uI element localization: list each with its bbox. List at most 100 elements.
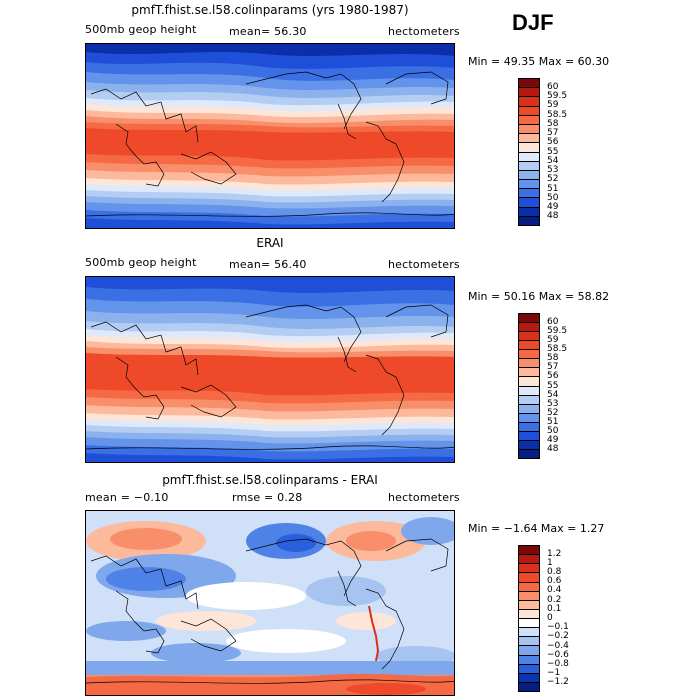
colorbar-swatch xyxy=(519,198,539,208)
panel-1-map xyxy=(85,43,455,229)
panel-3-mean-label: mean = −0.10 xyxy=(85,491,169,504)
colorbar-swatch xyxy=(519,564,539,574)
colorbar-swatch xyxy=(519,431,539,441)
colorbar-swatch xyxy=(519,180,539,190)
colorbar-level-label: 0.8 xyxy=(547,567,562,578)
panel-1-units-label: hectometers xyxy=(388,25,460,38)
colorbar-swatch xyxy=(519,449,539,458)
colorbar-swatch xyxy=(519,555,539,565)
colorbar-level-label: 51 xyxy=(547,417,559,427)
colorbar-level-label: 48 xyxy=(547,211,559,222)
panel-2-map xyxy=(85,276,455,463)
colorbar-swatch xyxy=(519,161,539,171)
colorbar-swatch xyxy=(519,106,539,116)
colorbar-level-label: 1 xyxy=(547,557,553,568)
panel-2-variable-label: 500mb geop height xyxy=(85,256,197,269)
panel-2-units-label: hectometers xyxy=(388,258,460,271)
panel-1-coastlines xyxy=(86,71,454,217)
colorbar-level-label: 58 xyxy=(547,353,559,364)
colorbar-swatch xyxy=(519,628,539,638)
colorbar-swatch xyxy=(519,619,539,629)
season-label: DJF xyxy=(512,10,554,35)
colorbar-swatch xyxy=(519,314,539,324)
panel-1-minmax: Min = 49.35 Max = 60.30 xyxy=(468,55,610,68)
colorbar-swatch xyxy=(519,115,539,125)
colorbar-level-label: 55 xyxy=(547,380,559,391)
colorbar-level-label: 51 xyxy=(547,183,559,194)
panel-3-title: pmfT.fhist.se.l58.colinparams - ERAI xyxy=(162,473,378,487)
panel-3-map xyxy=(85,510,455,696)
colorbar-swatch xyxy=(519,170,539,181)
panel-1-colorbar xyxy=(518,78,540,226)
colorbar-level-label: 53 xyxy=(547,165,559,175)
colorbar-swatch xyxy=(519,323,539,333)
colorbar-swatch xyxy=(519,79,539,89)
colorbar-swatch xyxy=(519,124,539,135)
panel-2-coastlines xyxy=(86,304,454,450)
colorbar-swatch xyxy=(519,143,539,153)
colorbar-swatch xyxy=(519,332,539,342)
colorbar-level-label: 58.5 xyxy=(547,344,568,354)
colorbar-swatch xyxy=(519,359,539,369)
colorbar-swatch xyxy=(519,97,539,107)
colorbar-level-label: 0.2 xyxy=(547,594,562,605)
colorbar-level-label: 49 xyxy=(547,435,559,446)
colorbar-swatch xyxy=(519,88,539,98)
colorbar-level-label: −0.1 xyxy=(547,622,569,633)
colorbar-swatch xyxy=(519,207,539,217)
colorbar-level-label: 50 xyxy=(547,192,559,203)
colorbar-level-label: 59.5 xyxy=(547,325,568,336)
colorbar-level-label: 0 xyxy=(547,613,553,623)
colorbar-level-label: 53 xyxy=(547,398,559,409)
colorbar-level-label: −1.2 xyxy=(547,677,569,688)
panel-3-colorbar xyxy=(518,545,540,692)
colorbar-swatch xyxy=(519,189,539,199)
colorbar-level-label: 59 xyxy=(547,100,559,111)
colorbar-swatch xyxy=(519,404,539,414)
colorbar-swatch xyxy=(519,440,539,450)
colorbar-swatch xyxy=(519,637,539,647)
colorbar-level-label: 0.4 xyxy=(547,585,562,596)
colorbar-level-label: 52 xyxy=(547,407,559,418)
colorbar-swatch xyxy=(519,386,539,396)
colorbar-level-label: 54 xyxy=(547,389,559,400)
colorbar-swatch xyxy=(519,377,539,387)
colorbar-level-label: 54 xyxy=(547,155,559,166)
colorbar-level-label: 58.5 xyxy=(547,109,568,120)
panel-1-variable-label: 500mb geop height xyxy=(85,23,197,36)
panel-1-title: pmfT.fhist.se.l58.colinparams (yrs 1980-… xyxy=(131,3,409,17)
colorbar-swatch xyxy=(519,573,539,583)
colorbar-swatch xyxy=(519,582,539,592)
colorbar-swatch xyxy=(519,368,539,378)
colorbar-level-label: 50 xyxy=(547,426,559,437)
panel-3-coastlines xyxy=(86,538,454,684)
panel-2-title: ERAI xyxy=(256,236,284,250)
colorbar-level-label: 57 xyxy=(547,128,559,138)
colorbar-level-label: −0.8 xyxy=(547,658,569,669)
colorbar-level-label: −1 xyxy=(547,668,561,679)
colorbar-level-label: −0.2 xyxy=(547,631,569,642)
panel-3-minmax: Min = −1.64 Max = 1.27 xyxy=(468,522,605,535)
colorbar-swatch xyxy=(519,646,539,656)
colorbar-level-label: 57 xyxy=(547,362,559,373)
colorbar-level-label: 48 xyxy=(547,444,559,455)
panel-3-rmse-label: rmse = 0.28 xyxy=(232,491,303,504)
colorbar-swatch xyxy=(519,422,539,432)
panel-3-units-label: hectometers xyxy=(388,491,460,504)
panel-2-colorbar xyxy=(518,313,540,459)
colorbar-swatch xyxy=(519,546,539,556)
panel-1-mean-label: mean= 56.30 xyxy=(229,25,307,38)
colorbar-swatch xyxy=(519,600,539,610)
colorbar-level-label: 49 xyxy=(547,202,559,212)
colorbar-level-label: 58 xyxy=(547,118,559,129)
colorbar-level-label: 0.1 xyxy=(547,603,562,614)
colorbar-level-label: 56 xyxy=(547,371,559,382)
colorbar-swatch xyxy=(519,216,539,225)
colorbar-swatch xyxy=(519,152,539,162)
colorbar-swatch xyxy=(519,350,539,360)
colorbar-level-label: −0.4 xyxy=(547,640,569,651)
colorbar-level-label: 55 xyxy=(547,146,559,157)
colorbar-swatch xyxy=(519,609,539,619)
colorbar-level-label: −0.6 xyxy=(547,649,569,660)
colorbar-level-label: 60 xyxy=(547,81,559,92)
